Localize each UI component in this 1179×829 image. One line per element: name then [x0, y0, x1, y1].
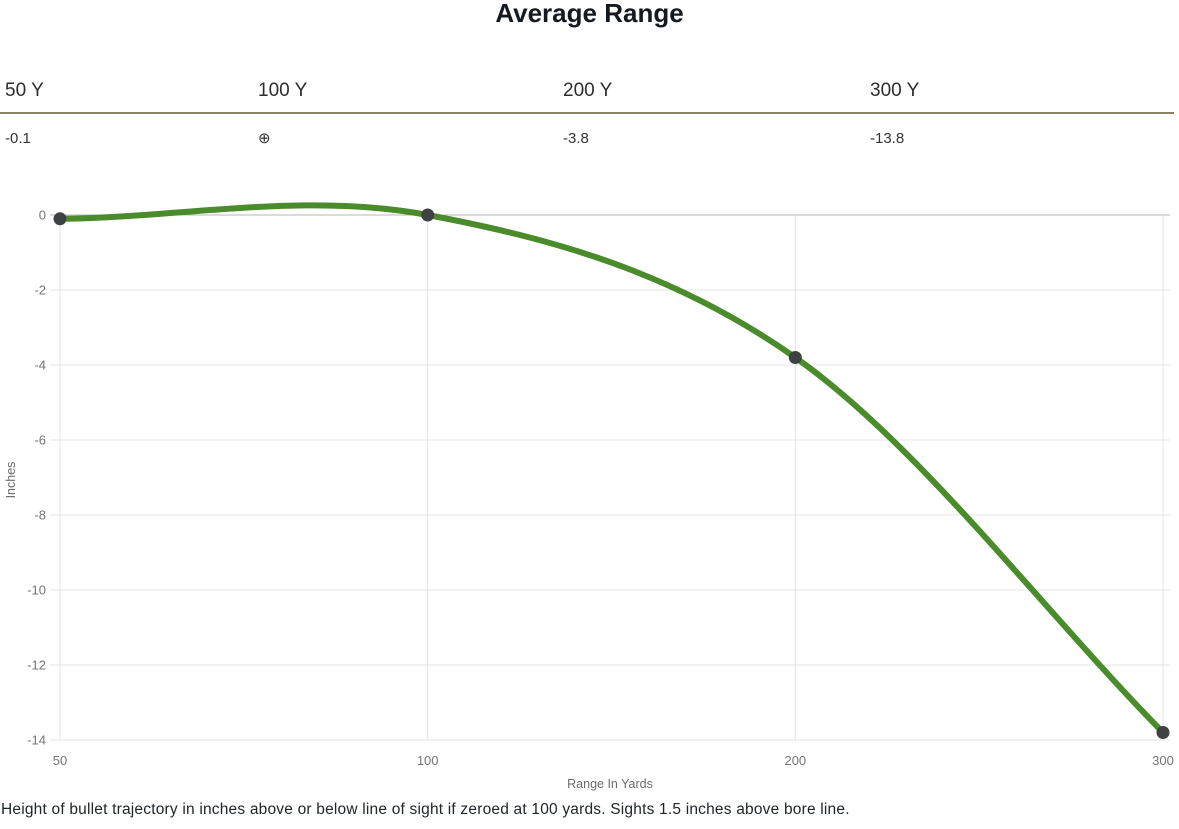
chart-footnote: Height of bullet trajectory in inches ab… [1, 801, 850, 818]
y-axis-title: Inches [4, 462, 18, 499]
x-axis-tick-label: 100 [417, 753, 439, 768]
data-point-marker[interactable] [53, 212, 67, 226]
y-axis-tick-label: 0 [39, 208, 46, 223]
y-axis-tick-label: -2 [34, 283, 46, 298]
summary-value-row: -0.1 ⊕ -3.8 -13.8 [0, 114, 1174, 148]
data-point-marker[interactable] [1156, 726, 1170, 739]
summary-value-200y: -3.8 [563, 130, 589, 147]
trajectory-line [59, 202, 1166, 735]
summary-column-header-100y: 100 Y [258, 80, 308, 101]
summary-column-header-300y: 300 Y [870, 80, 920, 101]
y-axis-tick-label: -6 [34, 433, 46, 448]
summary-column-header-200y: 200 Y [563, 80, 613, 101]
data-point-marker[interactable] [421, 208, 435, 222]
x-axis-tick-label: 50 [53, 753, 67, 768]
x-axis-title: Range In Yards [567, 777, 653, 791]
y-axis-tick-label: -10 [27, 583, 46, 598]
x-axis-tick-label: 200 [784, 753, 806, 768]
page-title: Average Range [495, 0, 684, 28]
y-axis-tick-label: -14 [27, 733, 46, 748]
y-axis-tick-label: -12 [27, 658, 46, 673]
x-axis-tick-label: 300 [1152, 753, 1174, 768]
trajectory-chart-canvas[interactable]: 0 -2 -4 -6 -8 -10 -12 -14 50 100 200 300 Range In Ya… [0, 186, 1179, 802]
summary-value-300y: -13.8 [870, 130, 905, 147]
y-axis-tick-label: -8 [34, 508, 46, 523]
summary-column-header-50y: 50 Y [5, 80, 44, 101]
crosshair-zero-icon: ⊕ [258, 130, 271, 147]
y-axis-tick-label: -4 [34, 358, 46, 373]
summary-header-row: 50 Y 100 Y 200 Y 300 Y [0, 80, 1174, 114]
summary-value-50y: -0.1 [5, 130, 31, 147]
range-summary-table: 50 Y 100 Y 200 Y 300 Y -0.1 ⊕ -3.8 -13.8 [0, 80, 1174, 148]
data-point-marker[interactable] [788, 351, 802, 364]
trajectory-chart[interactable]: 0 -2 -4 -6 -8 -10 -12 -14 50 100 200 300 Range In Ya… [0, 186, 1179, 802]
